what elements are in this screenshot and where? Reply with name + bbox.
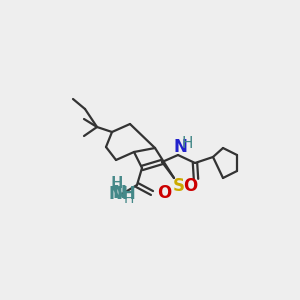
Text: H: H [181,136,193,151]
Text: H: H [110,176,122,191]
Text: H: H [124,192,134,206]
Text: NH: NH [108,185,136,203]
Text: N: N [112,184,126,202]
Text: O: O [157,184,171,202]
Text: N: N [173,138,187,156]
Text: O: O [183,177,197,195]
Text: S: S [173,177,185,195]
Text: H: H [111,176,123,191]
